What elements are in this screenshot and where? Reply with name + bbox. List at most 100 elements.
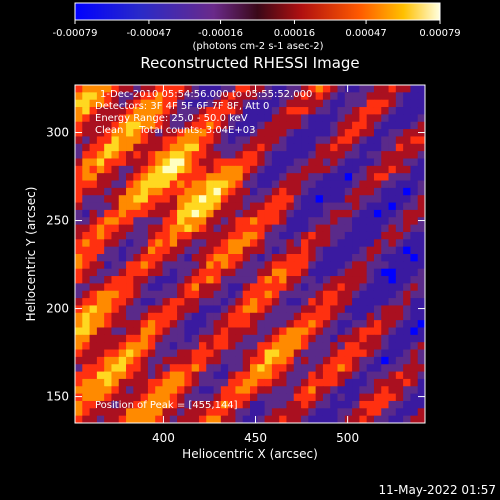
heatmap-cell (330, 217, 338, 226)
heatmap-cell (162, 408, 171, 417)
heatmap-cell (177, 129, 185, 137)
heatmap-cell (395, 136, 404, 145)
heatmap-cell (242, 180, 251, 189)
heatmap-cell (257, 342, 265, 350)
heatmap-cell (271, 99, 280, 108)
heatmap-cell (359, 224, 368, 233)
heatmap-cell (315, 320, 324, 328)
heatmap-cell (126, 356, 134, 365)
y-tick-label: 200 (46, 302, 69, 316)
heatmap-cell (395, 254, 404, 262)
heatmap-cell (162, 415, 171, 423)
heatmap-cell (388, 298, 397, 306)
heatmap-cell (220, 342, 229, 350)
heatmap-cell (257, 364, 265, 372)
heatmap-cell (169, 334, 178, 343)
heatmap-cell (155, 290, 163, 299)
heatmap-cell (89, 349, 98, 358)
heatmap-cell (126, 180, 134, 189)
heatmap-cell (198, 217, 207, 226)
heatmap-cell (301, 231, 309, 240)
heatmap-cell (104, 85, 112, 93)
heatmap-cell (373, 217, 382, 226)
heatmap-cell (388, 239, 397, 248)
heatmap-cell (96, 254, 105, 262)
heatmap-cell (133, 129, 142, 137)
heatmap-cell (330, 136, 338, 145)
heatmap-cell (191, 298, 200, 306)
heatmap-cell (147, 276, 156, 284)
heatmap-cell (177, 254, 185, 262)
heatmap-cell (126, 143, 134, 152)
heatmap-cell (177, 165, 185, 174)
heatmap-cell (286, 92, 295, 101)
heatmap-cell (162, 107, 171, 115)
heatmap-cell (388, 224, 397, 233)
heatmap-cell (198, 349, 207, 358)
heatmap-cell (228, 327, 236, 336)
heatmap-cell (228, 312, 236, 321)
heatmap-cell (301, 239, 309, 248)
heatmap-cell (395, 121, 404, 130)
heatmap-cell (147, 202, 156, 211)
heatmap-cell (257, 393, 265, 402)
heatmap-cell (403, 320, 411, 328)
heatmap-cell (111, 356, 120, 365)
heatmap-cell (96, 209, 105, 218)
heatmap-cell (220, 99, 229, 108)
heatmap-cell (89, 143, 98, 152)
heatmap-cell (279, 415, 287, 423)
heatmap-cell (257, 114, 265, 123)
heatmap-cell (111, 151, 120, 159)
heatmap-cell (155, 254, 163, 262)
heatmap-cell (140, 239, 149, 248)
heatmap-cell (330, 180, 338, 189)
heatmap-cell (381, 364, 389, 372)
heatmap-cell (286, 158, 295, 167)
heatmap-cell (308, 386, 317, 395)
heatmap-cell (308, 180, 317, 189)
heatmap-cell (417, 85, 425, 93)
heatmap-cell (279, 165, 287, 174)
heatmap-cell (140, 173, 149, 181)
heatmap-cell (96, 151, 105, 159)
heatmap-cell (118, 195, 127, 203)
heatmap-cell (279, 327, 287, 336)
heatmap-cell (89, 92, 98, 101)
heatmap-cell (264, 349, 273, 358)
heatmap-cell (315, 254, 324, 262)
heatmap-cell (403, 173, 411, 181)
heatmap-cell (410, 364, 419, 372)
heatmap-cell (359, 231, 368, 240)
heatmap-cell (388, 202, 397, 211)
heatmap-cell (366, 371, 375, 380)
heatmap-cell (250, 143, 258, 152)
heatmap-cell (381, 239, 389, 248)
heatmap-cell (96, 371, 105, 380)
heatmap-cell (322, 99, 331, 108)
heatmap-cell (330, 408, 338, 417)
heatmap-cell (250, 371, 258, 380)
heatmap-cell (213, 92, 222, 101)
heatmap-cell (213, 180, 222, 189)
heatmap-cell (359, 195, 368, 203)
heatmap-cell (206, 224, 214, 233)
heatmap-cell (242, 268, 251, 277)
heatmap-cell (271, 320, 280, 328)
heatmap-cell (403, 136, 411, 145)
heatmap-cell (395, 283, 404, 292)
heatmap-cell (96, 195, 105, 203)
heatmap-cell (373, 136, 382, 145)
heatmap-cell (75, 239, 83, 248)
heatmap-cell (169, 400, 178, 409)
heatmap-cell (388, 129, 397, 137)
heatmap-cell (395, 312, 404, 321)
heatmap-cell (220, 143, 229, 152)
heatmap-cell (417, 158, 425, 167)
heatmap-cell (191, 386, 200, 395)
heatmap-cell (169, 415, 178, 423)
heatmap-cell (417, 202, 425, 211)
heatmap-cell (308, 312, 317, 321)
heatmap-cell (322, 276, 331, 284)
heatmap-cell (352, 231, 360, 240)
